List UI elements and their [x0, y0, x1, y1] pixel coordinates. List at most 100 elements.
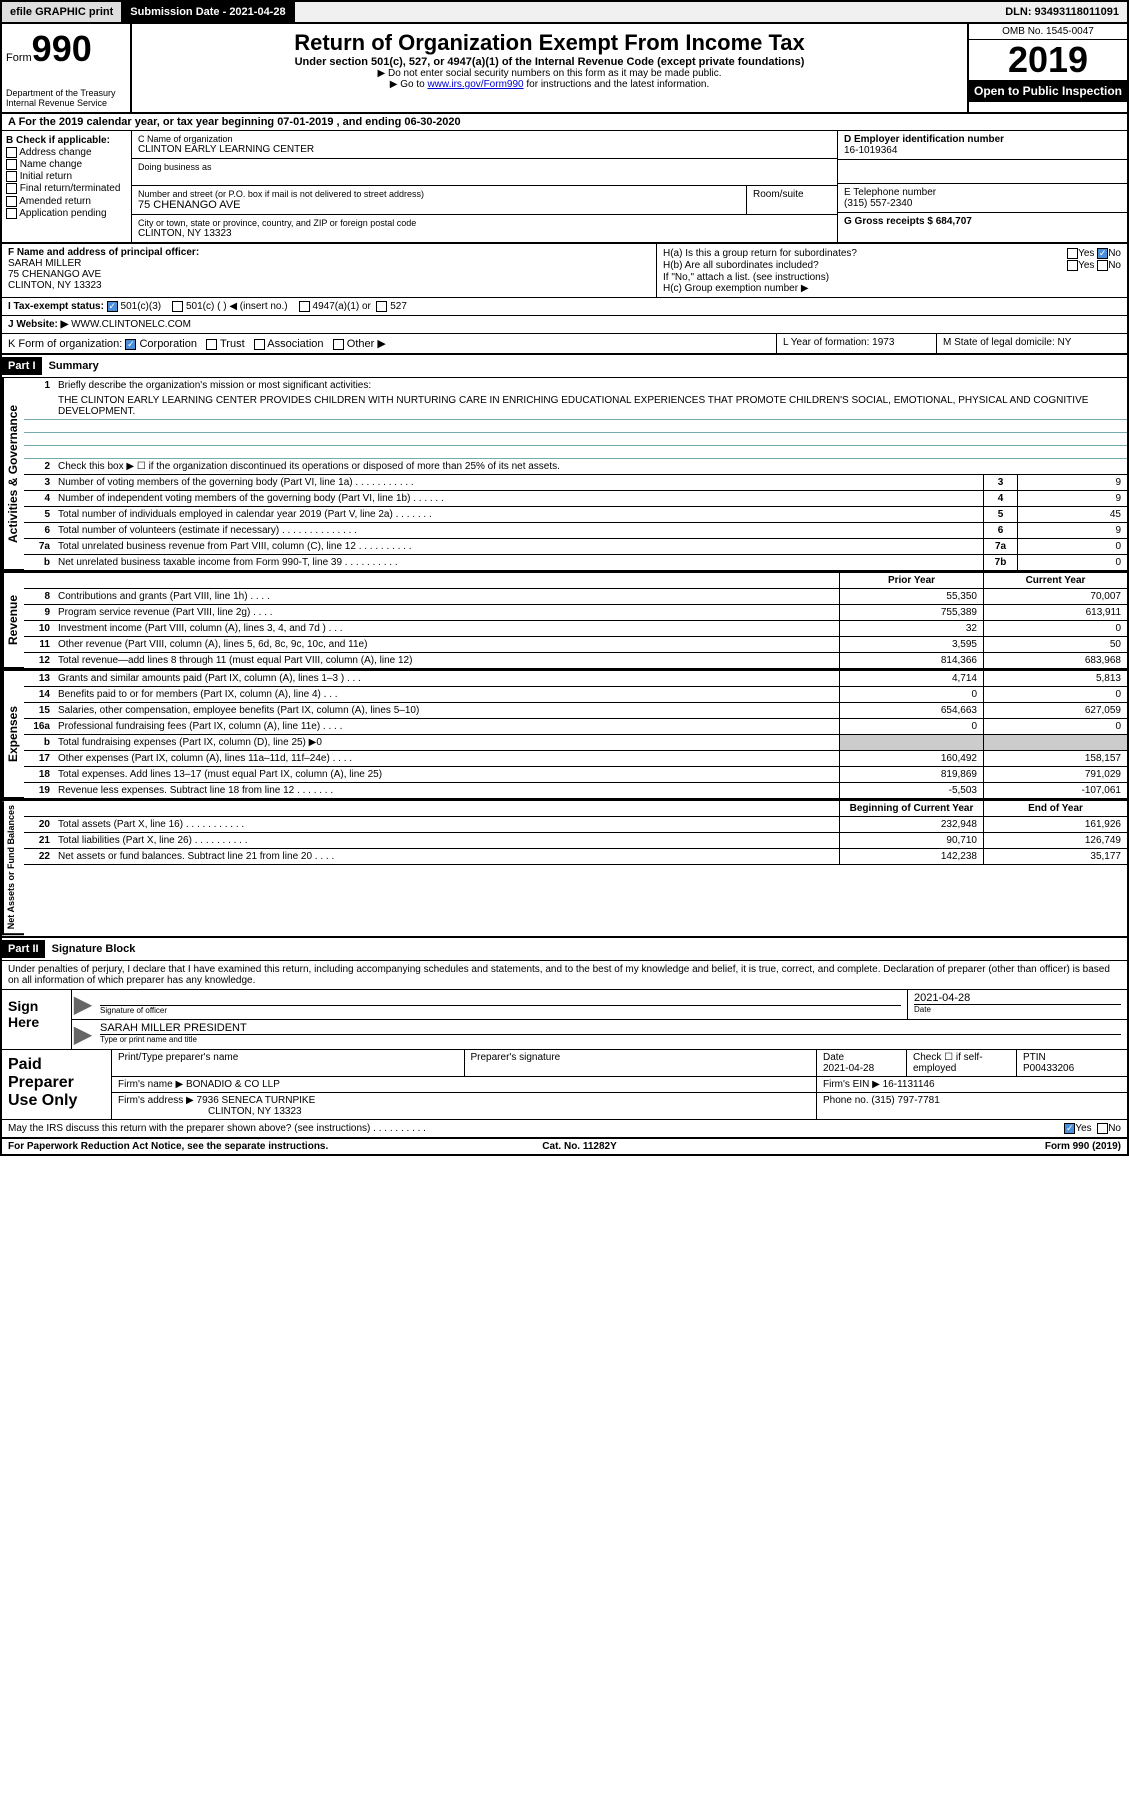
col-current-year: Current Year: [983, 573, 1127, 588]
addr-row: Number and street (or P.O. box if mail i…: [132, 186, 837, 215]
group-return-box: H(a) Is this a group return for subordin…: [657, 244, 1127, 297]
chk-name-change[interactable]: Name change: [6, 159, 127, 170]
form-header: Form990 Department of the Treasury Inter…: [2, 24, 1127, 114]
tax-status-label: I Tax-exempt status:: [8, 301, 104, 312]
dln-label: DLN: 93493118011091: [997, 2, 1127, 22]
discuss-line: May the IRS discuss this return with the…: [2, 1120, 1127, 1139]
sign-here-row: Sign Here ▶ Signature of officer 2021-04…: [2, 989, 1127, 1050]
discuss-yes: Yes: [1075, 1123, 1091, 1134]
check-b-title: B Check if applicable:: [6, 135, 127, 146]
officer-name: SARAH MILLER: [8, 258, 650, 269]
gov-line: 6Total number of volunteers (estimate if…: [24, 523, 1127, 539]
state-domicile: M State of legal domicile: NY: [937, 334, 1127, 353]
col-prior-year: Prior Year: [839, 573, 983, 588]
ein-value: 16-1019364: [844, 145, 1121, 156]
phone-value: (315) 557-2340: [844, 198, 1121, 209]
chk-501c3[interactable]: ✓: [107, 301, 118, 312]
rev-thead: Prior Year Current Year: [24, 573, 1127, 589]
data-line: bTotal fundraising expenses (Part IX, co…: [24, 735, 1127, 751]
tax-year: 2019: [969, 40, 1127, 80]
efile-print-button[interactable]: efile GRAPHIC print: [2, 2, 122, 22]
org-name-label: C Name of organization: [138, 134, 831, 144]
governance-section: Activities & Governance 1 Briefly descri…: [2, 378, 1127, 571]
chk-trust[interactable]: [206, 339, 217, 350]
chk-4947[interactable]: [299, 301, 310, 312]
ein-label: D Employer identification number: [844, 134, 1121, 145]
chk-assoc[interactable]: [254, 339, 265, 350]
k-label: K Form of organization:: [8, 338, 122, 350]
revenue-section: Revenue Prior Year Current Year 8Contrib…: [2, 571, 1127, 669]
chk-final-return[interactable]: Final return/terminated: [6, 183, 127, 194]
chk-initial-return[interactable]: Initial return: [6, 171, 127, 182]
firm-phone: Phone no. (315) 797-7781: [817, 1093, 1127, 1119]
data-line: 17Other expenses (Part IX, column (A), l…: [24, 751, 1127, 767]
part1-title: Summary: [45, 360, 99, 372]
form-number: 990: [32, 28, 92, 69]
street-cell: Number and street (or P.O. box if mail i…: [132, 186, 747, 214]
org-name-cell: C Name of organization CLINTON EARLY LEA…: [132, 131, 837, 159]
k-other: Other ▶: [347, 338, 386, 350]
data-line: 9Program service revenue (Part VIII, lin…: [24, 605, 1127, 621]
omb-label: OMB No. 1545-0047: [969, 24, 1127, 40]
part2-header-row: Part II Signature Block: [2, 936, 1127, 961]
chk-501c[interactable]: [172, 301, 183, 312]
k-corp: Corporation: [139, 338, 196, 350]
gov-line: 5Total number of individuals employed in…: [24, 507, 1127, 523]
chk-application-pending[interactable]: Application pending: [6, 208, 127, 219]
gov-line: 7aTotal unrelated business revenue from …: [24, 539, 1127, 555]
col-c-org: C Name of organization CLINTON EARLY LEA…: [132, 131, 837, 242]
chk-corp[interactable]: ✓: [125, 339, 136, 350]
sig-date-label: Date: [914, 1004, 1121, 1014]
part2-badge: Part II: [2, 940, 45, 958]
data-line: 12Total revenue—add lines 8 through 11 (…: [24, 653, 1127, 669]
discuss-no: No: [1108, 1123, 1121, 1134]
chk-address-change[interactable]: Address change: [6, 147, 127, 158]
mission-text: THE CLINTON EARLY LEARNING CENTER PROVID…: [24, 393, 1127, 420]
prep-h3: Date2021-04-28: [817, 1050, 907, 1076]
mission-blank2: [24, 433, 1127, 446]
net-assets-section: Net Assets or Fund Balances Beginning of…: [2, 799, 1127, 935]
data-line: 18Total expenses. Add lines 13–17 (must …: [24, 767, 1127, 783]
submission-date-button[interactable]: Submission Date - 2021-04-28: [122, 2, 294, 22]
data-line: 13Grants and similar amounts paid (Part …: [24, 671, 1127, 687]
website-label: J Website: ▶: [8, 319, 68, 330]
h-b-row: H(b) Are all subordinates included? Yes …: [663, 260, 1121, 271]
website-line: J Website: ▶ WWW.CLINTONELC.COM: [2, 316, 1127, 334]
preparer-title: Paid Preparer Use Only: [2, 1050, 112, 1119]
form-title-box: Return of Organization Exempt From Incom…: [132, 24, 967, 112]
discuss-no-chk[interactable]: [1097, 1123, 1108, 1134]
section-fh: F Name and address of principal officer:…: [2, 244, 1127, 298]
chk-amended-return[interactable]: Amended return: [6, 196, 127, 207]
discuss-yes-chk[interactable]: ✓: [1064, 1123, 1075, 1134]
ein-cell: D Employer identification number 16-1019…: [838, 131, 1127, 160]
officer-addr1: 75 CHENANGO AVE: [8, 269, 650, 280]
chk-527[interactable]: [376, 301, 387, 312]
city-label: City or town, state or province, country…: [138, 218, 831, 228]
prep-h5: PTINP00433206: [1017, 1050, 1127, 1076]
h-b-label: H(b) Are all subordinates included?: [663, 260, 1067, 271]
page-footer: For Paperwork Reduction Act Notice, see …: [2, 1139, 1127, 1154]
instructions-link[interactable]: www.irs.gov/Form990: [427, 79, 523, 90]
form-org-line: K Form of organization: ✓ Corporation Tr…: [2, 334, 777, 353]
discuss-text: May the IRS discuss this return with the…: [8, 1123, 1064, 1134]
year-formation: L Year of formation: 1973: [777, 334, 937, 353]
col-de: D Employer identification number 16-1019…: [837, 131, 1127, 242]
side-net: Net Assets or Fund Balances: [2, 801, 24, 935]
firm-ein: Firm's EIN ▶ 16-1131146: [817, 1077, 1127, 1092]
perjury-text: Under penalties of perjury, I declare th…: [2, 961, 1127, 989]
section-bcde: B Check if applicable: Address change Na…: [2, 131, 1127, 244]
chk-other[interactable]: [333, 339, 344, 350]
h-a-row: H(a) Is this a group return for subordin…: [663, 248, 1121, 259]
expenses-section: Expenses 13Grants and similar amounts pa…: [2, 669, 1127, 799]
city-value: CLINTON, NY 13323: [138, 228, 831, 239]
org-name: CLINTON EARLY LEARNING CENTER: [138, 144, 831, 155]
subtitle-1: Under section 501(c), 527, or 4947(a)(1)…: [138, 56, 961, 68]
prep-header-line: Print/Type preparer's name Preparer's si…: [112, 1050, 1127, 1077]
k-trust: Trust: [220, 338, 245, 350]
data-line: 16aProfessional fundraising fees (Part I…: [24, 719, 1127, 735]
opt-527: 527: [390, 301, 407, 312]
subtitle-2: ▶ Do not enter social security numbers o…: [138, 68, 961, 79]
data-line: 19Revenue less expenses. Subtract line 1…: [24, 783, 1127, 799]
phone-label: E Telephone number: [844, 187, 1121, 198]
prep-firm-line: Firm's name ▶ BONADIO & CO LLP Firm's EI…: [112, 1077, 1127, 1093]
